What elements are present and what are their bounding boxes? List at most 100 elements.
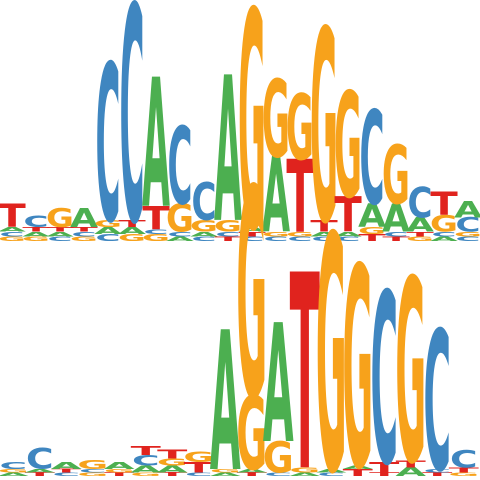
logo-1-col-1-letter-T: T: [0, 197, 26, 235]
logo-2-col-14-letter-A: A: [342, 465, 373, 471]
logo-2-col-6-letter-G: G: [130, 472, 161, 478]
logo-2-col-10-letter-G: G: [236, 130, 267, 464]
logo-1-col-14-letter-A: A: [310, 231, 338, 238]
logo-1-col-12-letter-C: C: [264, 235, 289, 243]
logo-2-col-12-letter-T: T: [290, 219, 320, 480]
logo-1-col-20-letter-C: C: [456, 213, 480, 236]
logo-1-col-20-letter-A: A: [454, 197, 480, 223]
motif-logo-2: AGCTACCTAGCGTGAGACTTAGTCTGAGATAGGCGAAGTC…: [0, 130, 479, 480]
logo-1-col-4-letter-T: T: [70, 226, 98, 234]
logo-1-col-3-letter-G: G: [46, 204, 74, 234]
logo-2-col-14-letter-G: G: [342, 210, 373, 480]
logo-1-col-11-letter-G: G: [238, 0, 266, 299]
logo-1-col-11-letter-C: C: [240, 235, 265, 243]
logo-1-col-3-letter-C: C: [48, 235, 73, 243]
logo-2-col-5-letter-T: T: [104, 472, 135, 477]
logo-1-col-19-letter-G: G: [430, 211, 458, 238]
logo-2-col-12-letter-G: G: [289, 466, 320, 474]
logo-2-col-5-letter-A: A: [104, 460, 136, 471]
logo-2-col-14-letter-T: T: [343, 467, 373, 478]
logo-2-col-10-letter-G: G: [236, 375, 267, 480]
logo-1-col-16-letter-A: A: [358, 198, 386, 236]
logo-2-col-6-letter-T: T: [131, 444, 161, 458]
logo-1-col-7-letter-G: G: [142, 232, 170, 243]
logo-1-col-15-letter-A: A: [334, 231, 362, 238]
logo-1-col-11-letter-A: A: [238, 226, 266, 233]
logo-1-col-5-letter-A: A: [94, 226, 123, 237]
logo-1-col-8-letter-A: A: [166, 235, 194, 242]
logo-2-col-6-letter-A: A: [130, 464, 162, 475]
logo-2-col-13-letter-C: C: [317, 472, 345, 478]
logo-1-col-14-letter-G: G: [310, 0, 338, 283]
logo-2-col-5-letter-G: G: [104, 468, 135, 474]
logo-1-col-4-letter-A: A: [70, 204, 99, 234]
logo-1-col-10-letter-G: G: [214, 217, 242, 236]
logo-1-col-9-letter-C: C: [192, 235, 217, 243]
logo-2-col-3-letter-A: A: [51, 460, 83, 471]
logo-1-col-2-letter-G: G: [22, 235, 50, 243]
logo-1-col-9-letter-C: C: [192, 173, 217, 233]
logo-2-col-9-letter-A: A: [210, 290, 241, 480]
logo-1-col-12-letter-G: G: [262, 58, 290, 182]
logo-2-col-6-letter-C: C: [132, 452, 160, 469]
logo-2-col-11-letter-A: A: [263, 290, 294, 480]
logo-2-col-10-letter-A: A: [236, 468, 267, 474]
logo-2-col-15-letter-T: T: [369, 459, 400, 476]
logo-2-col-9-letter-G: G: [210, 468, 241, 474]
logo-1-col-16-letter-G: G: [358, 225, 386, 236]
logo-2-col-7-letter-A: A: [157, 464, 189, 475]
logo-1-col-19-letter-C: C: [432, 230, 457, 238]
logo-1-col-7-letter-A: A: [142, 42, 170, 248]
logo-1-col-17-letter-T: T: [382, 235, 410, 243]
logo-1-col-4-letter-G: G: [70, 235, 98, 243]
logo-2-col-16-letter-A: A: [395, 465, 426, 479]
logo-1-col-5-letter-C: C: [96, 21, 121, 271]
logo-1-col-16-letter-T: T: [358, 232, 385, 243]
logo-2-col-8-letter-T: T: [184, 459, 215, 476]
logo-2-col-9-letter-A: A: [210, 472, 241, 478]
logo-2-col-10-letter-T: T: [237, 472, 268, 477]
logo-2-col-15-letter-T: T: [369, 472, 400, 477]
logo-1-col-1-letter-C: C: [0, 230, 24, 238]
logo-2-col-11-letter-G: G: [263, 432, 294, 480]
logo-1-col-10-letter-C: C: [216, 230, 241, 238]
logo-1-col-3-letter-A: A: [46, 231, 74, 238]
logo-2-col-4-letter-G: G: [77, 458, 108, 472]
logo-2-col-18-letter-T: T: [449, 466, 480, 474]
logo-1-col-10-letter-T: T: [214, 235, 242, 243]
logo-2-col-3-letter-T: T: [51, 468, 82, 473]
logo-1-col-17-letter-G: G: [382, 129, 410, 223]
logo-1-col-6-letter-T: T: [118, 218, 145, 229]
logo-2-col-16-letter-T: T: [396, 458, 426, 469]
logo-2-col-17-letter-C: C: [423, 291, 451, 480]
logo-2-col-7-letter-G: G: [157, 457, 188, 468]
logo-2-col-13-letter-G: G: [316, 170, 347, 480]
logo-1-col-2-letter-A: A: [22, 231, 50, 238]
logo-1-col-18-letter-A: A: [406, 214, 435, 237]
logo-1-col-18-letter-T: T: [406, 230, 434, 238]
logo-2-col-2-letter-C: C: [26, 442, 54, 476]
logo-2-col-15-letter-C: C: [370, 244, 398, 480]
logo-2-col-2-letter-T: T: [25, 472, 56, 477]
logo-1-col-13-letter-G: G: [286, 77, 314, 182]
logo-1-col-20-letter-C: C: [456, 235, 480, 243]
logo-1-col-1-letter-G: G: [0, 235, 26, 243]
logo-1-col-19-letter-A: A: [430, 235, 458, 242]
logo-1-col-2-letter-C: C: [24, 212, 49, 231]
logo-1-col-8-letter-G: G: [166, 196, 194, 242]
logo-1-col-15-letter-T: T: [334, 188, 362, 243]
logo-1-col-6-letter-G: G: [118, 232, 146, 243]
logo-1-col-3-letter-T: T: [46, 226, 74, 234]
logo-1-col-12-letter-A: A: [262, 137, 290, 257]
logo-1-col-5-letter-C: C: [96, 232, 121, 243]
logo-2-col-17-letter-T: T: [422, 472, 453, 477]
logo-1-col-9-letter-A: A: [190, 231, 218, 238]
logo-2-col-1-letter-G: G: [0, 468, 29, 474]
logo-2-col-7-letter-T: T: [157, 472, 188, 477]
logo-2-col-8-letter-C: C: [185, 472, 213, 478]
logo-1-col-18-letter-G: G: [406, 235, 434, 243]
logo-2-col-3-letter-C: C: [52, 472, 80, 478]
logo-1-col-13-letter-C: C: [288, 235, 313, 243]
logo-1-col-2-letter-T: T: [22, 226, 50, 234]
